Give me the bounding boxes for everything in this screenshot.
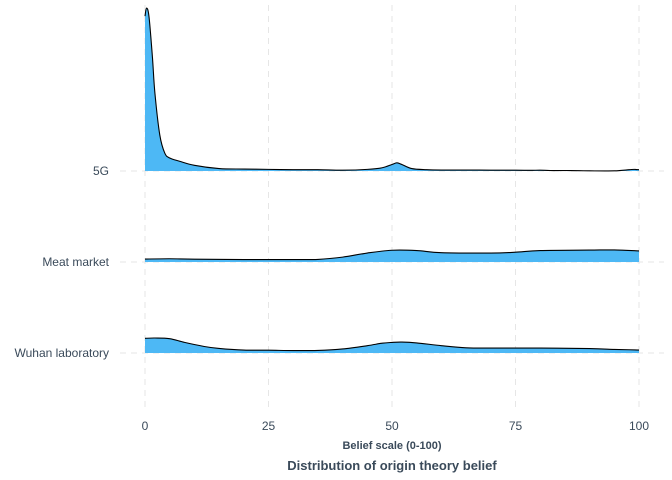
chart-caption: Distribution of origin theory belief xyxy=(287,458,497,473)
x-tick-label: 100 xyxy=(629,419,649,433)
ridge-outline-2 xyxy=(144,337,640,352)
category-label: 5G xyxy=(93,164,109,178)
x-tick-label: 0 xyxy=(142,419,149,433)
ridge-area-2 xyxy=(145,337,639,353)
x-axis-title: Belief scale (0-100) xyxy=(342,440,441,452)
ridge-outline-0 xyxy=(144,7,640,172)
x-tick-labels: 0 25 50 75 100 xyxy=(142,419,650,433)
ridge-outline-1 xyxy=(144,249,640,261)
x-tick-label: 25 xyxy=(262,419,276,433)
ridge-areas xyxy=(144,7,640,353)
x-tick-label: 75 xyxy=(509,419,523,433)
category-label: Meat market xyxy=(42,255,109,269)
category-label: Wuhan laboratory xyxy=(15,346,110,360)
category-labels: 5G Meat market Wuhan laboratory xyxy=(15,164,110,360)
x-tick-label: 50 xyxy=(385,419,399,433)
ridge-area-1 xyxy=(145,249,639,262)
